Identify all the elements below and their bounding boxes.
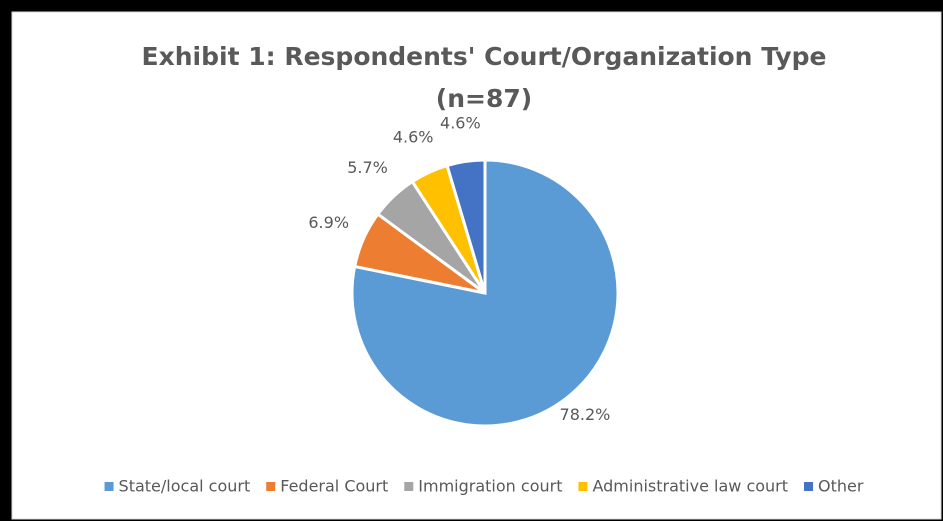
chart-title: Exhibit 1: Respondents' Court/Organizati…: [142, 42, 827, 71]
legend-label: Federal Court: [280, 477, 388, 496]
chart-subtitle: (n=87): [436, 84, 532, 113]
pie-slice: [350, 158, 620, 428]
data-label: 4.6%: [440, 113, 481, 132]
legend-label: State/local court: [119, 477, 251, 496]
data-label: 6.9%: [308, 213, 349, 232]
legend-label: Administrative law court: [592, 477, 788, 496]
legend-swatch: [578, 482, 588, 491]
legend-label: Immigration court: [418, 477, 562, 496]
legend-swatch: [804, 482, 814, 491]
legend-swatch: [404, 482, 414, 491]
pie-slice: [445, 158, 487, 294]
data-label: 5.7%: [347, 158, 388, 177]
legend-swatch: [266, 482, 276, 491]
legend-label: Other: [818, 477, 864, 496]
legend-swatch: [104, 482, 114, 491]
data-label: 78.2%: [560, 405, 611, 424]
data-label: 4.6%: [393, 127, 434, 146]
